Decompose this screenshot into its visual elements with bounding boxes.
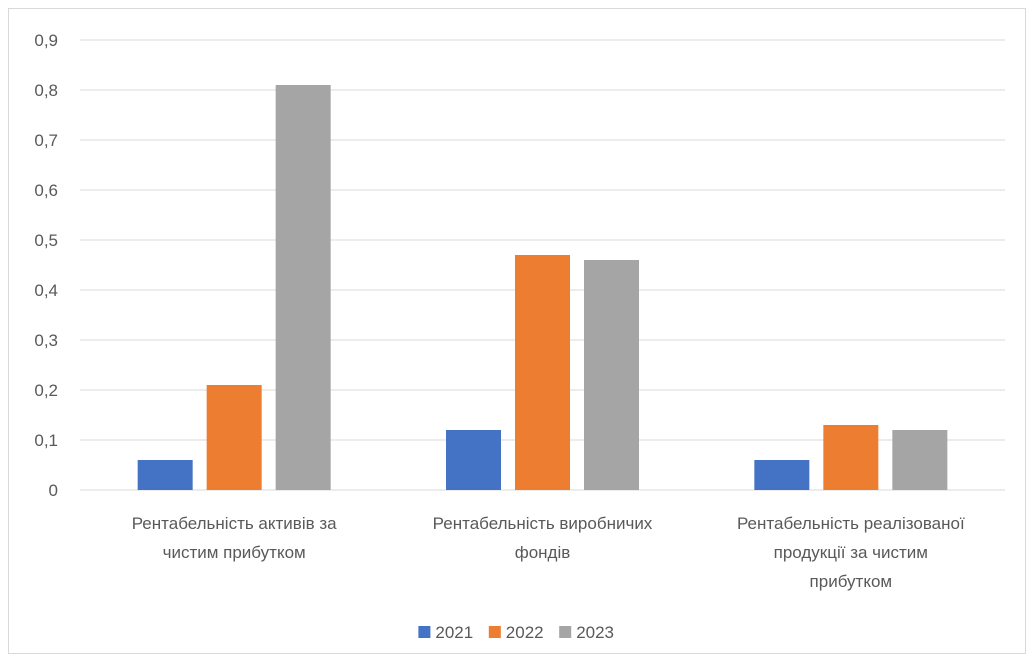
y-tick-label: 0,8 (34, 81, 58, 100)
y-tick-label: 0,1 (34, 431, 58, 450)
y-tick-label: 0,3 (34, 331, 58, 350)
bar-2023-cat-2 (584, 260, 639, 490)
category-label: Рентабельність активів за (132, 514, 337, 533)
category-label: продукції за чистим (774, 543, 928, 562)
legend-label-2021: 2021 (435, 623, 473, 642)
y-tick-label: 0,4 (34, 281, 58, 300)
bar-2022-cat-2 (515, 255, 570, 490)
y-tick-label: 0,5 (34, 231, 58, 250)
y-tick-label: 0,6 (34, 181, 58, 200)
category-label: Рентабельність виробничих (433, 514, 653, 533)
y-tick-label: 0,2 (34, 381, 58, 400)
legend-swatch-2021 (418, 626, 431, 638)
category-label: прибутком (810, 572, 893, 591)
bar-2022-cat-3 (823, 425, 879, 490)
category-label: чистим прибутком (163, 543, 306, 562)
category-label: фондів (515, 543, 571, 562)
bar-2023-cat-3 (892, 430, 948, 490)
bar-2021-cat-1 (137, 460, 193, 490)
bar-2021-cat-2 (446, 430, 501, 490)
y-tick-label: 0,9 (34, 31, 58, 50)
y-tick-label: 0 (49, 481, 58, 500)
legend-label-2022: 2022 (506, 623, 544, 642)
legend-swatch-2022 (488, 626, 501, 638)
bar-2022-cat-1 (206, 385, 262, 490)
bar-2023-cat-1 (275, 85, 331, 490)
y-tick-label: 0,7 (34, 131, 58, 150)
category-label: Рентабельність реалізованої (737, 514, 965, 533)
legend-swatch-2023 (559, 626, 572, 638)
bar-2021-cat-3 (754, 460, 810, 490)
legend-label-2023: 2023 (576, 623, 614, 642)
